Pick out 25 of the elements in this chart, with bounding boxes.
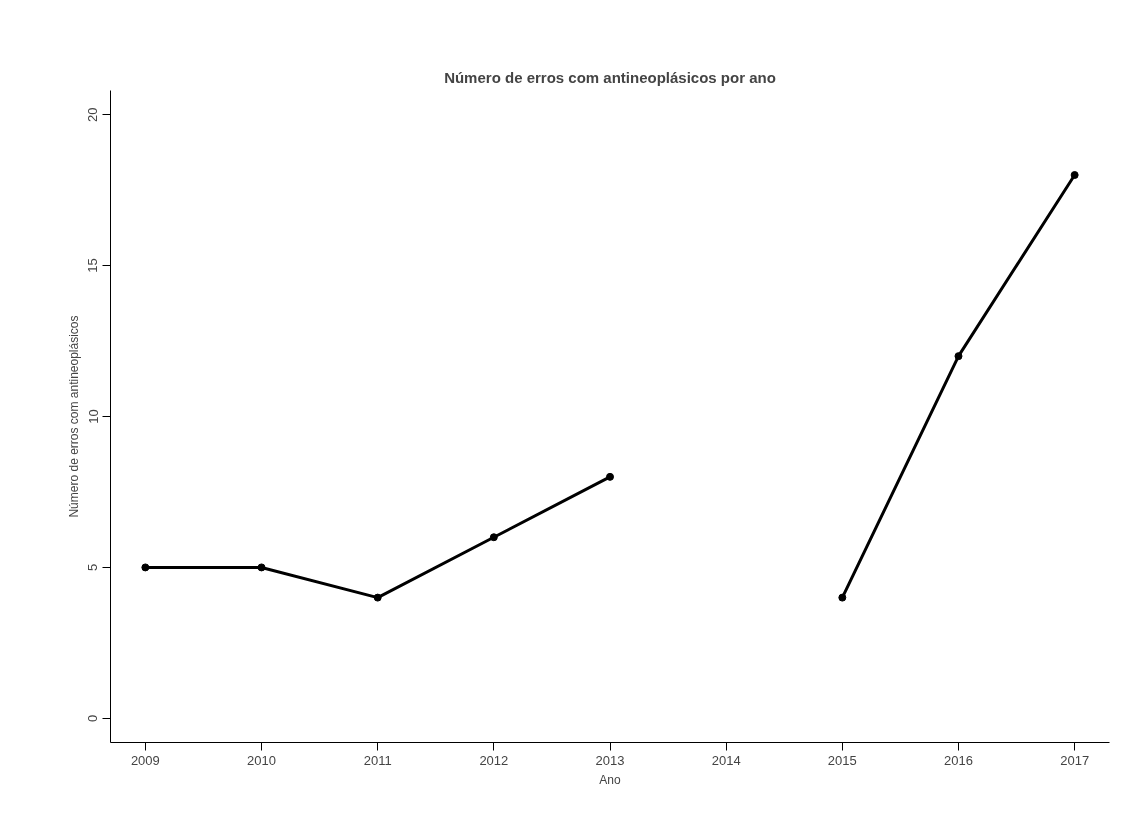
x-tick-label: 2012 [479, 752, 509, 768]
point [838, 593, 847, 602]
x-tick-label: 2015 [827, 752, 857, 768]
point [1070, 171, 1079, 180]
x-tick-label: 2017 [1060, 752, 1090, 768]
y-tick-label: 10 [85, 409, 101, 424]
x-tick-label: 2014 [711, 752, 741, 768]
x-tick-label: 2011 [363, 752, 392, 768]
y-tick-label: 0 [85, 714, 101, 722]
y-tick-label: 5 [85, 563, 101, 572]
x-tick-label: 2010 [247, 752, 276, 768]
y-tick-label: 15 [85, 258, 101, 273]
y-tick-label: 20 [85, 107, 101, 122]
point [373, 593, 382, 602]
point [489, 533, 498, 542]
point [954, 352, 963, 361]
x-tick-label: 2013 [595, 752, 625, 768]
x-tick-label: 2016 [944, 752, 973, 768]
point [141, 563, 150, 572]
point [606, 472, 614, 481]
y-axis-title: Número de erros com antineoplásicos [66, 315, 81, 518]
point [257, 563, 266, 572]
chart-title: Número de erros com antineoplásicos por ano [444, 68, 776, 86]
x-tick-label: 2009 [130, 752, 160, 768]
x-axis-title: Ano [599, 772, 621, 787]
